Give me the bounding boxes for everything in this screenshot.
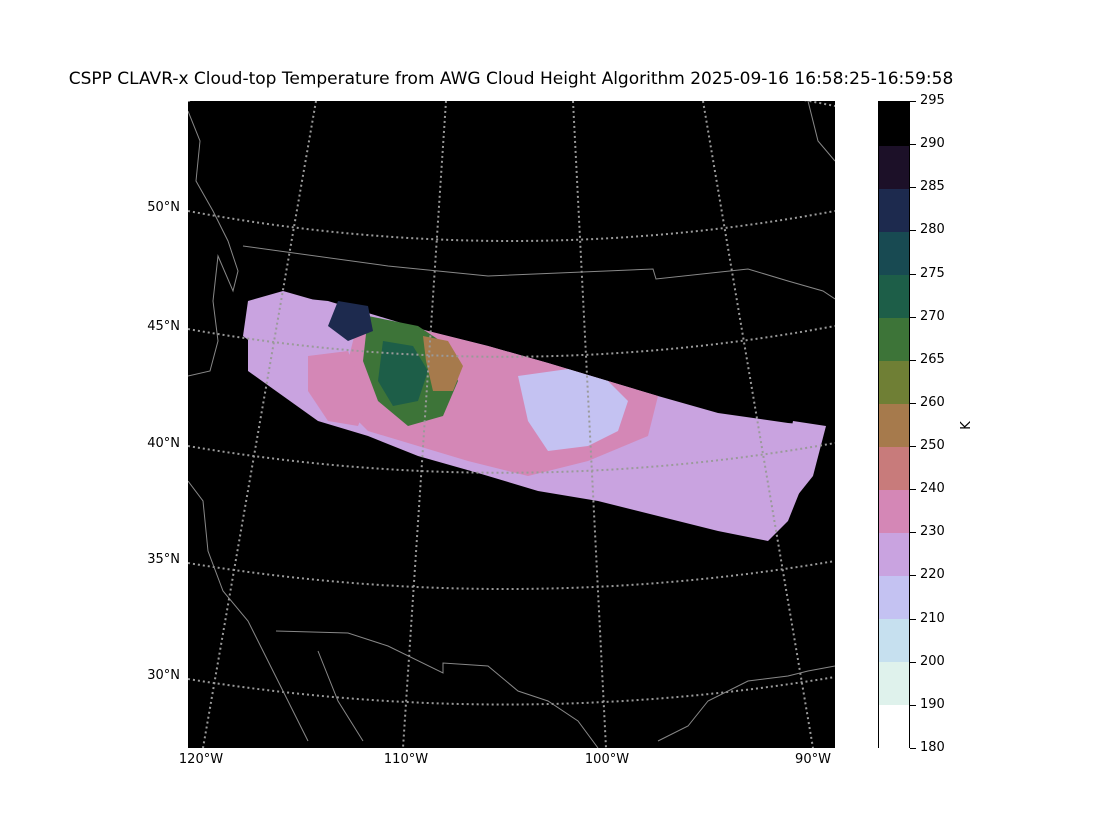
- cloud-swath-west: [243, 291, 328, 351]
- colorbar-tick-label: 260: [920, 394, 945, 410]
- colorbar-bin-210-220: [879, 575, 909, 619]
- colorbar-bin-240-250: [879, 446, 909, 490]
- colorbar-tick: [910, 446, 916, 448]
- colorbar-bin-250-260: [879, 403, 909, 447]
- lon-label-120w: 120°W: [178, 752, 224, 767]
- gulf-coast: [657, 665, 835, 742]
- colorbar-bin-285-290: [879, 145, 909, 189]
- colorbar-bin-200-210: [879, 618, 909, 662]
- gulf-california-coast: [317, 650, 364, 742]
- colorbar-tick: [910, 618, 916, 620]
- colorbar-tick-label: 200: [920, 653, 945, 669]
- lat-label-30n: 30°N: [147, 668, 180, 683]
- colorbar: [878, 101, 910, 748]
- colorbar-tick: [910, 144, 916, 146]
- cloud-swath-darkgreen: [378, 341, 428, 406]
- colorbar-tick-label: 190: [920, 696, 945, 712]
- colorbar-tick: [910, 359, 916, 361]
- colorbar-bin-280-285: [879, 188, 909, 232]
- lat-label-50n: 50°N: [147, 200, 180, 215]
- colorbar-bin-265-270: [879, 317, 909, 361]
- colorbar-tick-label: 210: [920, 610, 945, 626]
- colorbar-tick: [910, 489, 916, 491]
- colorbar-tick-label: 180: [920, 740, 945, 755]
- colorbar-tick: [910, 187, 916, 189]
- colorbar-tick-label: 250: [920, 438, 945, 454]
- lat-label-45n: 45°N: [147, 319, 180, 334]
- colorbar-bin-220-230: [879, 532, 909, 576]
- colorbar-tick-label: 295: [920, 93, 945, 108]
- pacific-coastline: [188, 110, 239, 377]
- colorbar-tick: [910, 273, 916, 275]
- lon-label-90w: 90°W: [795, 752, 831, 767]
- cloud-swath-west-pink: [308, 351, 368, 426]
- colorbar-tick-label: 240: [920, 481, 945, 497]
- colorbar-tick-label: 290: [920, 136, 945, 152]
- longitude-gridline: [702, 101, 814, 748]
- cloud-swath-dark-edge: [328, 301, 373, 341]
- colorbar-tick-label: 285: [920, 179, 945, 195]
- colorbar-bin-275-280: [879, 231, 909, 275]
- graticule: [188, 101, 835, 748]
- cloud-top-temperature-map: [188, 101, 835, 748]
- cloud-swath-brown: [423, 336, 463, 391]
- lat-label-35n: 35°N: [147, 552, 180, 567]
- lon-label-110w: 110°W: [383, 752, 429, 767]
- colorbar-tick: [910, 704, 916, 706]
- us-mexico-border: [275, 630, 599, 748]
- coastlines-borders: [188, 101, 835, 748]
- latitude-gridline: [188, 560, 835, 590]
- colorbar-tick: [910, 316, 916, 318]
- colorbar-tick: [910, 101, 916, 102]
- latitude-gridline: [188, 676, 835, 706]
- baja-mexico-coast: [188, 480, 309, 742]
- colorbar-tick: [910, 661, 916, 663]
- colorbar-tick-label: 230: [920, 524, 945, 540]
- colorbar-tick: [910, 532, 916, 534]
- lat-label-40n: 40°N: [147, 436, 180, 451]
- colorbar-tick-label: 275: [920, 265, 945, 281]
- latitude-gridline: [188, 210, 835, 242]
- colorbar-tick-label: 265: [920, 351, 945, 367]
- colorbar-tick: [910, 575, 916, 577]
- colorbar-tick-label: 270: [920, 308, 945, 324]
- colorbar-bin-180-190: [879, 704, 909, 748]
- colorbar-tick-label: 280: [920, 222, 945, 238]
- colorbar-tick: [910, 748, 916, 749]
- map-title: CSPP CLAVR-x Cloud-top Temperature from …: [68, 69, 954, 89]
- colorbar-bin-270-275: [879, 274, 909, 318]
- cloud-swath: [243, 291, 826, 541]
- colorbar-bin-190-200: [879, 661, 909, 705]
- colorbar-unit-label: K: [958, 421, 974, 430]
- colorbar-bin-230-240: [879, 489, 909, 533]
- hudson-bay-coast: [807, 101, 835, 162]
- longitude-gridline: [402, 101, 447, 748]
- us-canada-border: [242, 245, 835, 300]
- lon-label-100w: 100°W: [584, 752, 630, 767]
- colorbar-bin-290-295: [879, 102, 909, 146]
- colorbar-tick-label: 220: [920, 567, 945, 583]
- cloud-swath-east-strip: [778, 421, 826, 501]
- colorbar-tick: [910, 402, 916, 404]
- colorbar-bin-260-265: [879, 360, 909, 404]
- cloud-swath-light: [518, 369, 628, 451]
- colorbar-tick: [910, 230, 916, 232]
